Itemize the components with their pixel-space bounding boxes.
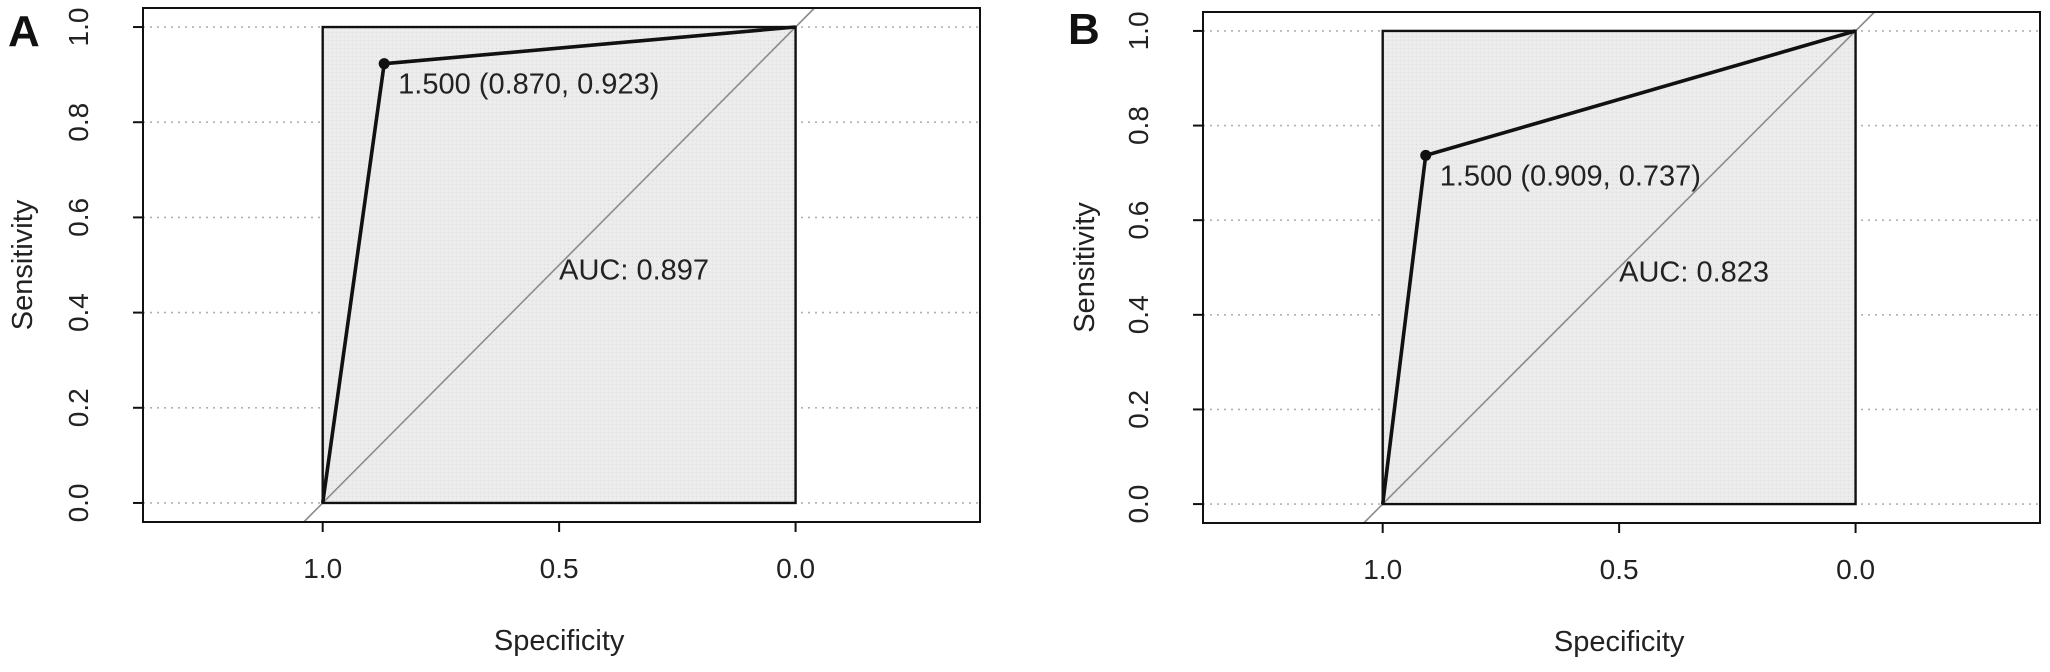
y-tick-label: 0.4	[1123, 295, 1154, 334]
reference-diagonal	[303, 7, 816, 523]
auc-label: AUC: 0.823	[1619, 257, 1769, 289]
y-tick-label: 0.0	[1123, 485, 1154, 524]
x-tick-label: 1.0	[1363, 554, 1402, 585]
y-tick-label: 0.4	[63, 293, 94, 332]
auc-label: AUC: 0.897	[559, 254, 709, 286]
y-axis-title: Sensitivity	[1069, 202, 1101, 333]
unit-square	[1381, 29, 1857, 506]
x-tick-label: 0.0	[1836, 554, 1875, 585]
threshold-label: 1.500 (0.870, 0.923)	[398, 69, 659, 101]
x-tick-label: 1.0	[303, 553, 342, 584]
panel-letter: A	[8, 7, 40, 56]
y-tick-label: 0.2	[1123, 390, 1154, 429]
x-axis-title: Specificity	[494, 625, 625, 657]
y-tick-label: 0.0	[63, 483, 94, 522]
roc-panel-b: B 1.500 (0.909, 0.737) AUC: 0.823 0.0 0.2 0.4…	[1068, 5, 2041, 658]
x-tick-label: 0.5	[540, 553, 579, 584]
panel-letter: B	[1068, 5, 1100, 54]
x-tick-label: 0.0	[776, 553, 815, 584]
threshold-point	[378, 58, 390, 70]
y-tick-label: 1.0	[63, 8, 94, 47]
y-tick-label: 0.6	[63, 198, 94, 237]
y-tick-label: 0.2	[63, 388, 94, 427]
y-tick-label: 0.6	[1123, 201, 1154, 240]
y-tick-label: 0.8	[63, 103, 94, 142]
y-tick-label: 0.8	[1123, 106, 1154, 145]
y-tick-label: 1.0	[1123, 11, 1154, 50]
threshold-label: 1.500 (0.909, 0.737)	[1440, 160, 1701, 192]
unit-square	[321, 25, 797, 505]
x-axis-title: Specificity	[1554, 626, 1685, 658]
y-axis-title: Sensitivity	[7, 199, 39, 330]
reference-diagonal	[1363, 11, 1876, 524]
roc-panel-a: A 1.500 (0.870, 0.923) AUC: 0.897 0.0 0.2 0.4…	[7, 7, 981, 657]
threshold-point	[1420, 149, 1432, 161]
x-tick-label: 0.5	[1600, 554, 1639, 585]
